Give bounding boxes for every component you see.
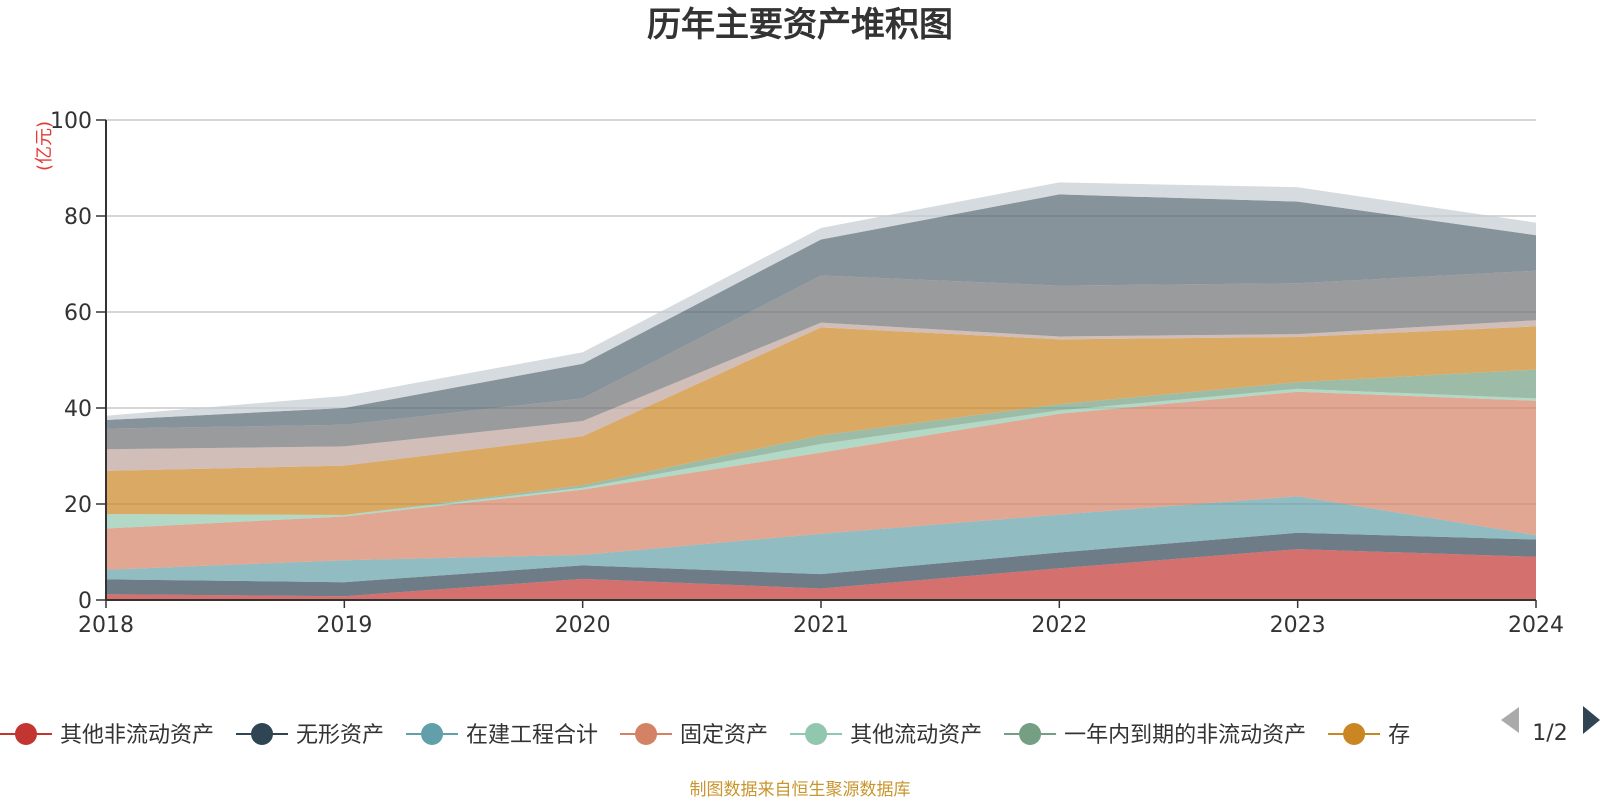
x-tick-label: 2024 <box>1508 613 1564 638</box>
area-series-3 <box>106 496 1536 583</box>
legend-item[interactable]: 一年内到期的非流动资产 <box>1004 723 1306 748</box>
y-tick-label: 60 <box>64 301 92 326</box>
area-series-10 <box>106 194 1536 429</box>
area-series-group <box>106 182 1536 600</box>
legend-item[interactable]: 无形资产 <box>236 723 384 748</box>
legend-label: 其他流动资产 <box>850 723 982 748</box>
y-tick-labels: 0 20 40 60 80 100 <box>50 109 106 614</box>
legend-marker <box>1019 723 1042 745</box>
legend-label: 固定资产 <box>680 723 768 748</box>
legend-label: 一年内到期的非流动资产 <box>1064 723 1306 748</box>
legend-marker <box>15 723 37 745</box>
legend-marker <box>1343 723 1366 745</box>
legend-item[interactable]: 在建工程合计 <box>406 723 598 748</box>
legend-marker <box>805 723 828 745</box>
area-series-1 <box>106 549 1536 600</box>
x-tick-labels: 2018 2019 2020 2021 2022 2023 2024 <box>78 600 1564 638</box>
legend-prev-page-icon[interactable] <box>1501 707 1519 733</box>
legend-item[interactable]: 固定资产 <box>620 723 768 748</box>
legend-label: 在建工程合计 <box>466 723 598 748</box>
x-tick-label: 2021 <box>793 613 849 638</box>
area-series-6 <box>106 369 1536 515</box>
legend-label: 其他非流动资产 <box>60 723 214 748</box>
legend-next-page-icon[interactable] <box>1583 706 1600 734</box>
area-series-4 <box>106 391 1536 570</box>
area-series-7 <box>106 326 1536 515</box>
y-axis-unit-label: (亿元) <box>34 121 55 171</box>
y-tick-label: 0 <box>78 589 92 614</box>
legend-page-indicator: 1/2 <box>1532 721 1567 746</box>
x-tick-label: 2019 <box>316 613 372 638</box>
legend-item[interactable]: 其他流动资产 <box>790 723 982 748</box>
legend-marker <box>251 723 274 745</box>
y-tick-label: 20 <box>64 493 92 518</box>
legend-marker <box>635 723 658 745</box>
area-series-8 <box>106 320 1536 471</box>
x-tick-label: 2023 <box>1270 613 1326 638</box>
y-tick-label: 100 <box>50 109 92 134</box>
x-tick-label: 2018 <box>78 613 134 638</box>
x-tick-label: 2020 <box>555 613 611 638</box>
area-series-9 <box>106 270 1536 450</box>
legend-item[interactable]: 其他非流动资产 <box>0 723 214 748</box>
legend-label: 存 <box>1388 723 1410 748</box>
legend-item[interactable]: 存 <box>1328 723 1410 748</box>
area-series-11 <box>106 182 1536 420</box>
chart-title: 历年主要资产堆积图 <box>647 5 953 45</box>
legend: 其他非流动资产 无形资产 在建工程合计 固定资产 其他流动资产 一年内到期的非流动资产 存 <box>0 723 1410 748</box>
y-tick-label: 80 <box>64 205 92 230</box>
data-source-note: 制图数据来自恒生聚源数据库 <box>690 780 911 800</box>
legend-marker <box>421 723 444 745</box>
legend-label: 无形资产 <box>296 723 384 748</box>
y-tick-label: 40 <box>64 397 92 422</box>
x-tick-label: 2022 <box>1031 613 1087 638</box>
area-series-2 <box>106 532 1536 597</box>
